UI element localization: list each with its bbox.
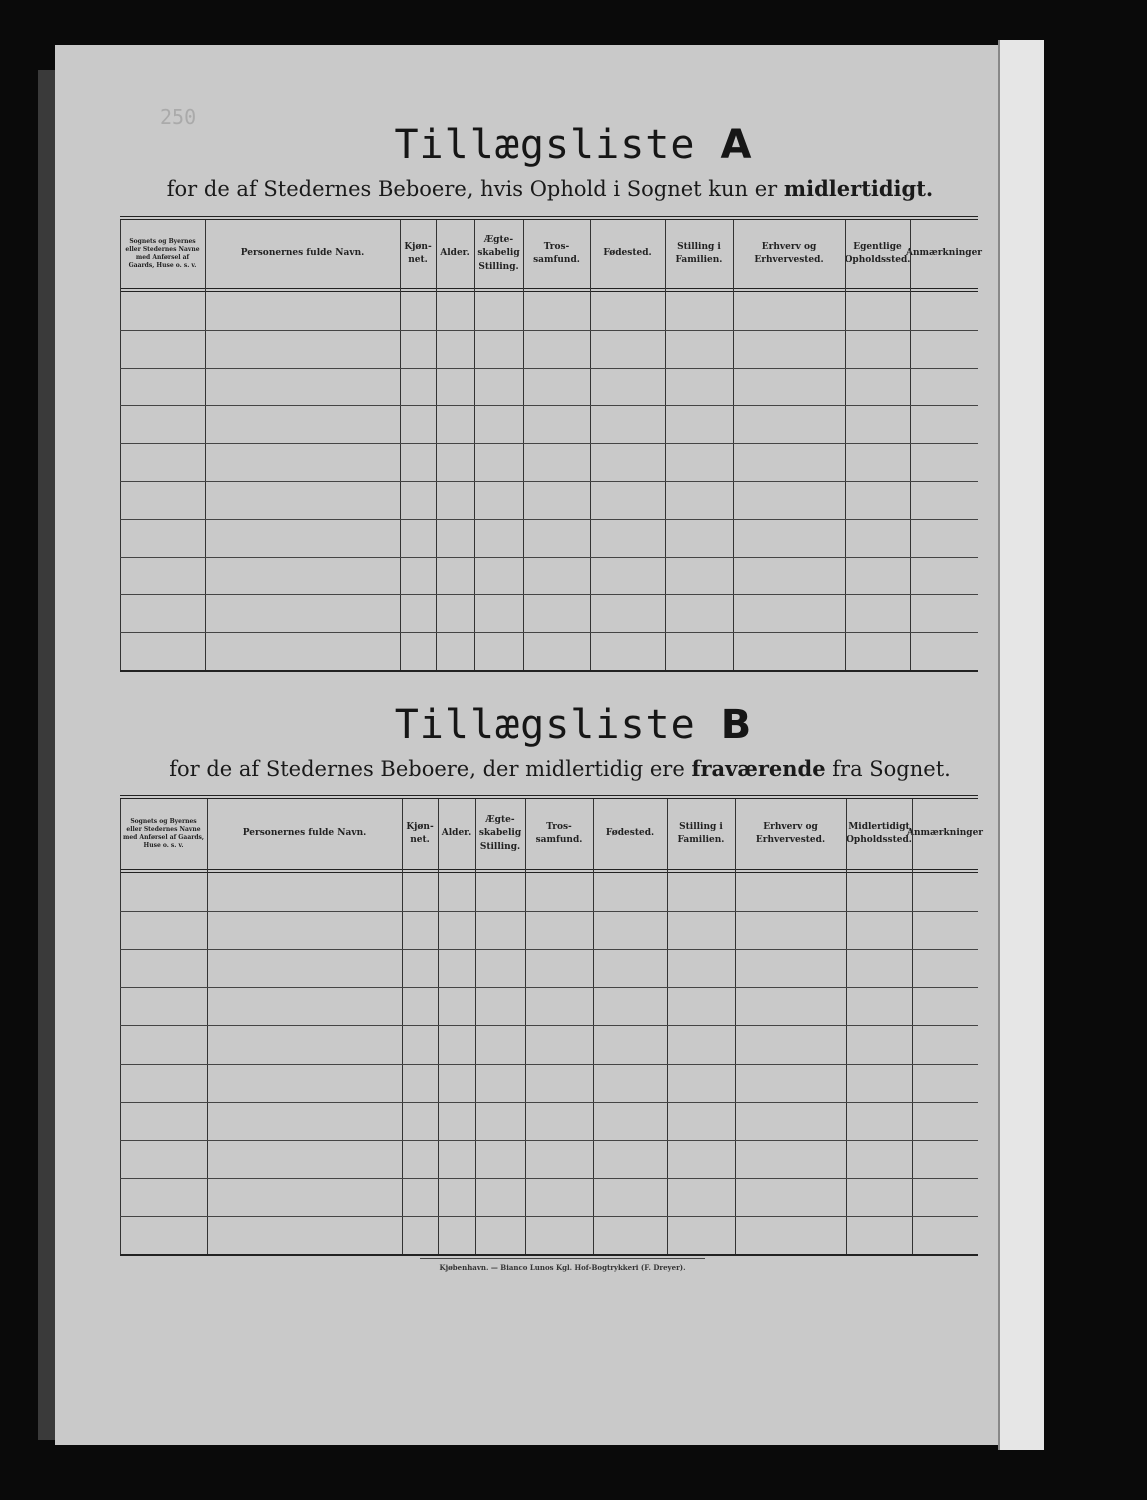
- column-header: Tros-samfund.: [533, 241, 580, 266]
- subtitle-text-post: fra Sognet.: [832, 757, 951, 781]
- column-header: Fødested.: [603, 248, 652, 259]
- table-row: [120, 911, 978, 913]
- column-rule: [735, 799, 736, 1254]
- table-row: [120, 1101, 978, 1103]
- list-b-subtitle: for de af Stedernes Beboere, der midlert…: [0, 756, 1120, 781]
- subtitle-text: for de af Stedernes Beboere, hvis Ophold…: [166, 177, 778, 201]
- table-row: [120, 518, 978, 520]
- table-row: [120, 329, 978, 331]
- column-header: Egentlige Opholdssted.: [844, 241, 911, 266]
- column-header: Kjøn-net.: [406, 821, 434, 846]
- list-a-title: Tillægsliste A: [0, 122, 1147, 168]
- list-b-table: Sognets og Byernes eller Stedernes Navne…: [120, 795, 984, 1256]
- column-rule: [436, 220, 437, 670]
- column-header: Sognets og Byernes eller Stedernes Navne…: [125, 238, 200, 269]
- book-spine: [38, 70, 56, 1440]
- column-header: Personernes fulde Navn.: [242, 828, 367, 839]
- column-rule: [593, 799, 594, 1254]
- column-header: Midlertidigt Opholdssted.: [846, 821, 912, 846]
- table-row: [120, 367, 978, 369]
- column-header: Fødested.: [605, 828, 655, 839]
- column-rule: [475, 799, 476, 1254]
- table-header: [120, 220, 978, 292]
- column-rule: [525, 799, 526, 1254]
- table-row: [120, 1254, 978, 1256]
- title-letter: B: [720, 702, 753, 748]
- table-row: [120, 1215, 978, 1217]
- column-rule: [846, 799, 847, 1254]
- page-edge: [998, 40, 1044, 1450]
- column-rule: [845, 220, 846, 670]
- subtitle-bold: fraværende: [691, 756, 826, 781]
- table-row: [120, 594, 978, 596]
- column-header: Anmærkninger: [906, 828, 984, 839]
- column-rule: [400, 220, 401, 670]
- table-row: [120, 405, 978, 407]
- column-header: Ægte-skabelig Stilling.: [477, 234, 520, 272]
- column-rule: [120, 220, 121, 670]
- column-header: Kjøn-net.: [404, 241, 432, 266]
- column-rule: [910, 220, 911, 670]
- column-header: Stilling i Familien.: [677, 821, 725, 846]
- table-row: [120, 670, 978, 672]
- table-row: [120, 1177, 978, 1179]
- column-header: Anmærkninger: [905, 248, 983, 259]
- list-a-table: Sognets og Byernes eller Stedernes Navne…: [120, 216, 983, 672]
- title-text: Tillægsliste: [394, 122, 696, 168]
- table-header: [120, 799, 978, 873]
- table-row: [120, 1139, 978, 1141]
- table-row: [120, 949, 978, 951]
- table-row: [120, 632, 978, 634]
- title-text: Tillægsliste: [394, 702, 696, 748]
- column-rule: [590, 220, 591, 670]
- column-header: Alder.: [441, 828, 472, 839]
- table-row: [120, 481, 978, 482]
- table-row: [120, 443, 978, 445]
- column-header: Alder.: [440, 248, 470, 259]
- printer-imprint: Kjøbenhavn. — Bianco Lunos Kgl. Hof-Bogt…: [420, 1258, 705, 1272]
- column-rule: [523, 220, 524, 670]
- column-header: Tros-samfund.: [535, 821, 583, 846]
- table-row: [120, 556, 978, 558]
- column-rule: [402, 799, 403, 1254]
- table-row: [120, 1025, 978, 1027]
- column-rule: [912, 799, 913, 1254]
- table-row: [120, 987, 978, 989]
- column-rule: [667, 799, 668, 1254]
- list-a-subtitle: for de af Stedernes Beboere, hvis Ophold…: [0, 176, 1100, 201]
- column-rule: [120, 799, 121, 1254]
- column-rule: [474, 220, 475, 670]
- page-number: 250: [160, 105, 197, 129]
- column-header: Sognets og Byernes eller Stedernes Navne…: [122, 818, 205, 849]
- column-header: Erhverv og Erhvervested.: [755, 821, 826, 846]
- column-header: Ægte-skabelig Stilling.: [478, 814, 522, 852]
- title-letter: A: [720, 122, 753, 168]
- column-header: Stilling i Familien.: [675, 241, 723, 266]
- column-rule: [438, 799, 439, 1254]
- document-page: [55, 45, 1000, 1445]
- list-b-title: Tillægsliste B: [0, 702, 1147, 748]
- column-rule: [207, 799, 208, 1254]
- column-header: Personernes fulde Navn.: [240, 248, 365, 259]
- subtitle-text: for de af Stedernes Beboere, der midlert…: [169, 757, 685, 781]
- column-rule: [733, 220, 734, 670]
- column-rule: [665, 220, 666, 670]
- column-header: Erhverv og Erhvervested.: [754, 241, 824, 266]
- column-rule: [205, 220, 206, 670]
- table-row: [120, 1063, 978, 1065]
- subtitle-bold: midlertidigt.: [783, 176, 934, 201]
